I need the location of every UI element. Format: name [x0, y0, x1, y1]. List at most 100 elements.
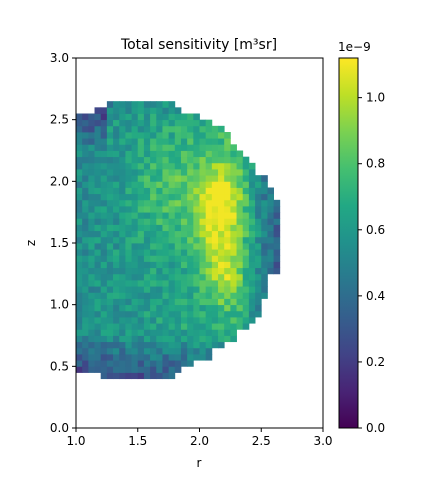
heatmap-cell [187, 119, 194, 127]
heatmap-cell [150, 181, 157, 188]
heatmap-cell [193, 156, 200, 164]
heatmap-cell [193, 261, 200, 269]
heatmap-cell [131, 329, 139, 336]
heatmap-cell [211, 144, 219, 151]
heatmap-cell [199, 132, 207, 139]
heatmap-cell [106, 280, 114, 287]
heatmap-cell [162, 298, 170, 306]
heatmap-cell [76, 267, 83, 275]
heatmap-cell [82, 193, 89, 201]
heatmap-cell [174, 317, 182, 324]
heatmap-cell [150, 162, 157, 170]
heatmap-cell [218, 310, 225, 318]
heatmap-cell [143, 273, 151, 281]
heatmap-cell [94, 175, 102, 182]
heatmap-cell [242, 317, 250, 324]
heatmap-cell [143, 138, 151, 145]
heatmap-cell [150, 273, 157, 281]
heatmap-cell [242, 181, 250, 188]
heatmap-cell [125, 187, 132, 195]
heatmap-cell [162, 335, 170, 343]
heatmap-cell [180, 280, 188, 287]
heatmap-cell [236, 255, 244, 262]
heatmap-cell [162, 261, 170, 269]
heatmap-cell [193, 181, 200, 188]
heatmap-cell [236, 199, 244, 207]
heatmap-cell [174, 169, 182, 176]
heatmap-cell [106, 193, 114, 201]
heatmap-cell [82, 156, 89, 164]
heatmap-cell [119, 236, 126, 244]
heatmap-cell [106, 132, 114, 139]
heatmap-cell [137, 113, 145, 121]
heatmap-cell [211, 150, 219, 158]
heatmap-cell [180, 199, 188, 207]
heatmap-cell [113, 286, 120, 293]
heatmap-cell [168, 249, 176, 256]
heatmap-cell [211, 323, 219, 330]
heatmap-cell [168, 193, 176, 201]
heatmap-cell [125, 132, 132, 139]
heatmap-cell [88, 218, 95, 225]
heatmap-cell [76, 354, 83, 361]
heatmap-cell [88, 366, 95, 373]
heatmap-cell [242, 323, 250, 330]
heatmap-cell [143, 310, 151, 318]
heatmap-cell [106, 236, 114, 244]
heatmap-cell [125, 255, 132, 262]
heatmap-cell [180, 286, 188, 293]
heatmap-cell [94, 150, 102, 158]
heatmap-cell [150, 298, 157, 306]
heatmap-cell [273, 255, 281, 262]
heatmap-cell [255, 193, 262, 201]
heatmap-cell [125, 162, 132, 170]
heatmap-cell [193, 341, 200, 349]
heatmap-cell [143, 347, 151, 355]
heatmap-cell [199, 150, 207, 158]
heatmap-cell [88, 304, 95, 312]
heatmap-cell [106, 162, 114, 170]
heatmap-cell [150, 144, 157, 151]
heatmap-cell [242, 156, 250, 164]
heatmap-cell [156, 323, 163, 330]
heatmap-cell [76, 125, 83, 133]
heatmap-cell [199, 236, 207, 244]
heatmap-cell [242, 224, 250, 232]
heatmap-cell [236, 230, 244, 238]
heatmap-cell [76, 132, 83, 139]
heatmap-cell [113, 280, 120, 287]
heatmap-cell [205, 212, 213, 219]
heatmap-cell [143, 101, 151, 108]
x-axis: 1.0 1.5 2.0 2.5 3.0 [66, 428, 333, 448]
heatmap-cell [113, 156, 120, 164]
heatmap-cell [199, 249, 207, 256]
heatmap-cell [193, 286, 200, 293]
heatmap-cell [76, 360, 83, 367]
heatmap-cell [125, 243, 132, 250]
heatmap-cell [119, 218, 126, 225]
heatmap-cell [94, 292, 102, 299]
heatmap-cell [230, 156, 237, 164]
heatmap-cell [125, 236, 132, 244]
heatmap-cell [267, 236, 274, 244]
heatmap-cell [168, 181, 176, 188]
heatmap-cell [143, 144, 151, 151]
heatmap-cell [100, 156, 108, 164]
heatmap-cell [94, 230, 102, 238]
heatmap-cell [187, 267, 194, 275]
heatmap-cell [162, 175, 170, 182]
heatmap-cell [205, 236, 213, 244]
heatmap-cell [125, 181, 132, 188]
heatmap-cell [162, 317, 170, 324]
heatmap-cell [82, 119, 89, 127]
heatmap-cell [230, 175, 237, 182]
heatmap-cell [261, 286, 268, 293]
heatmap-cell [100, 224, 108, 232]
heatmap-cell [187, 243, 194, 250]
heatmap-cell [205, 304, 213, 312]
heatmap-cell [143, 354, 151, 361]
heatmap-cell [143, 206, 151, 213]
heatmap-cell [180, 249, 188, 256]
heatmap-cell [150, 249, 157, 256]
heatmap-cell [76, 150, 83, 158]
